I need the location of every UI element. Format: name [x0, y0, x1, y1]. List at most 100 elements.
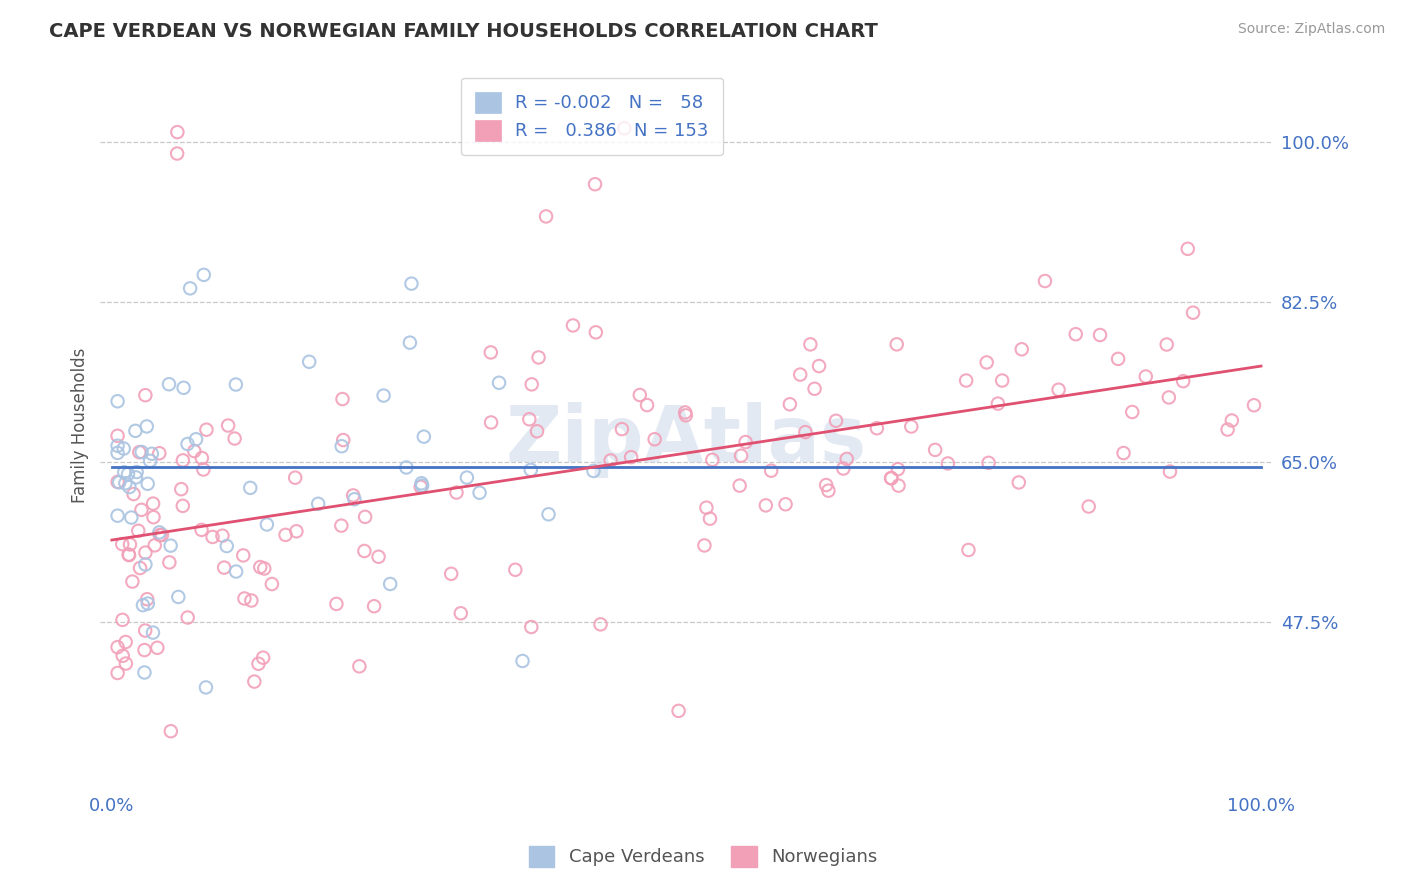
- Point: [134, 624, 156, 638]
- Point: [835, 451, 858, 466]
- Point: [699, 511, 721, 525]
- Point: [886, 337, 908, 351]
- Point: [114, 476, 136, 491]
- Point: [118, 548, 141, 562]
- Point: [825, 414, 848, 428]
- Point: [142, 510, 165, 524]
- Point: [1121, 405, 1143, 419]
- Point: [142, 497, 165, 511]
- Point: [131, 503, 153, 517]
- Point: [1064, 327, 1087, 342]
- Point: [399, 335, 422, 350]
- Point: [112, 442, 135, 456]
- Point: [815, 478, 838, 492]
- Point: [1173, 374, 1195, 388]
- Point: [456, 470, 478, 484]
- Point: [260, 577, 283, 591]
- Point: [613, 121, 636, 136]
- Point: [136, 597, 159, 611]
- Point: [107, 446, 129, 460]
- Point: [111, 648, 134, 663]
- Point: [172, 453, 194, 467]
- Point: [354, 509, 377, 524]
- Point: [121, 574, 143, 589]
- Point: [585, 326, 607, 340]
- Point: [1088, 328, 1111, 343]
- Point: [734, 435, 756, 450]
- Point: [880, 471, 903, 485]
- Point: [225, 565, 247, 579]
- Point: [122, 487, 145, 501]
- Point: [520, 620, 543, 634]
- Text: Source: ZipAtlas.com: Source: ZipAtlas.com: [1237, 22, 1385, 37]
- Point: [527, 351, 550, 365]
- Point: [111, 613, 134, 627]
- Point: [128, 445, 150, 459]
- Point: [146, 640, 169, 655]
- Point: [1243, 398, 1265, 412]
- Point: [159, 724, 181, 739]
- Point: [505, 563, 527, 577]
- Point: [107, 475, 129, 489]
- Point: [775, 497, 797, 511]
- Point: [193, 462, 215, 476]
- Point: [808, 359, 831, 373]
- Point: [167, 590, 190, 604]
- Point: [488, 376, 510, 390]
- Point: [759, 464, 782, 478]
- Point: [107, 665, 129, 680]
- Point: [1177, 242, 1199, 256]
- Point: [118, 548, 141, 562]
- Point: [194, 681, 217, 695]
- Point: [957, 543, 980, 558]
- Point: [107, 508, 129, 523]
- Point: [183, 444, 205, 458]
- Point: [1157, 391, 1180, 405]
- Point: [179, 281, 201, 295]
- Point: [526, 424, 548, 438]
- Point: [589, 617, 612, 632]
- Point: [125, 470, 148, 484]
- Point: [307, 497, 329, 511]
- Point: [401, 277, 423, 291]
- Point: [129, 561, 152, 575]
- Point: [148, 446, 170, 460]
- Point: [195, 423, 218, 437]
- Point: [693, 538, 716, 552]
- Point: [127, 524, 149, 538]
- Point: [668, 704, 690, 718]
- Point: [243, 674, 266, 689]
- Point: [794, 425, 817, 439]
- Point: [212, 560, 235, 574]
- Point: [695, 500, 717, 515]
- Point: [173, 381, 195, 395]
- Point: [285, 524, 308, 539]
- Point: [479, 416, 502, 430]
- Point: [367, 549, 389, 564]
- Point: [141, 447, 163, 461]
- Point: [1107, 351, 1129, 366]
- Point: [409, 480, 432, 494]
- Point: [118, 480, 141, 494]
- Point: [201, 530, 224, 544]
- Text: ZipAtlas: ZipAtlas: [506, 402, 868, 478]
- Point: [252, 650, 274, 665]
- Point: [184, 432, 207, 446]
- Point: [1077, 500, 1099, 514]
- Point: [134, 643, 156, 657]
- Point: [1159, 465, 1181, 479]
- Point: [832, 461, 855, 475]
- Point: [936, 457, 959, 471]
- Point: [274, 528, 297, 542]
- Point: [728, 478, 751, 492]
- Point: [887, 478, 910, 492]
- Point: [148, 525, 170, 540]
- Point: [172, 499, 194, 513]
- Point: [330, 439, 353, 453]
- Point: [233, 591, 256, 606]
- Y-axis label: Family Households: Family Households: [72, 348, 89, 503]
- Point: [620, 450, 643, 465]
- Point: [702, 453, 724, 467]
- Point: [115, 657, 138, 671]
- Point: [134, 665, 156, 680]
